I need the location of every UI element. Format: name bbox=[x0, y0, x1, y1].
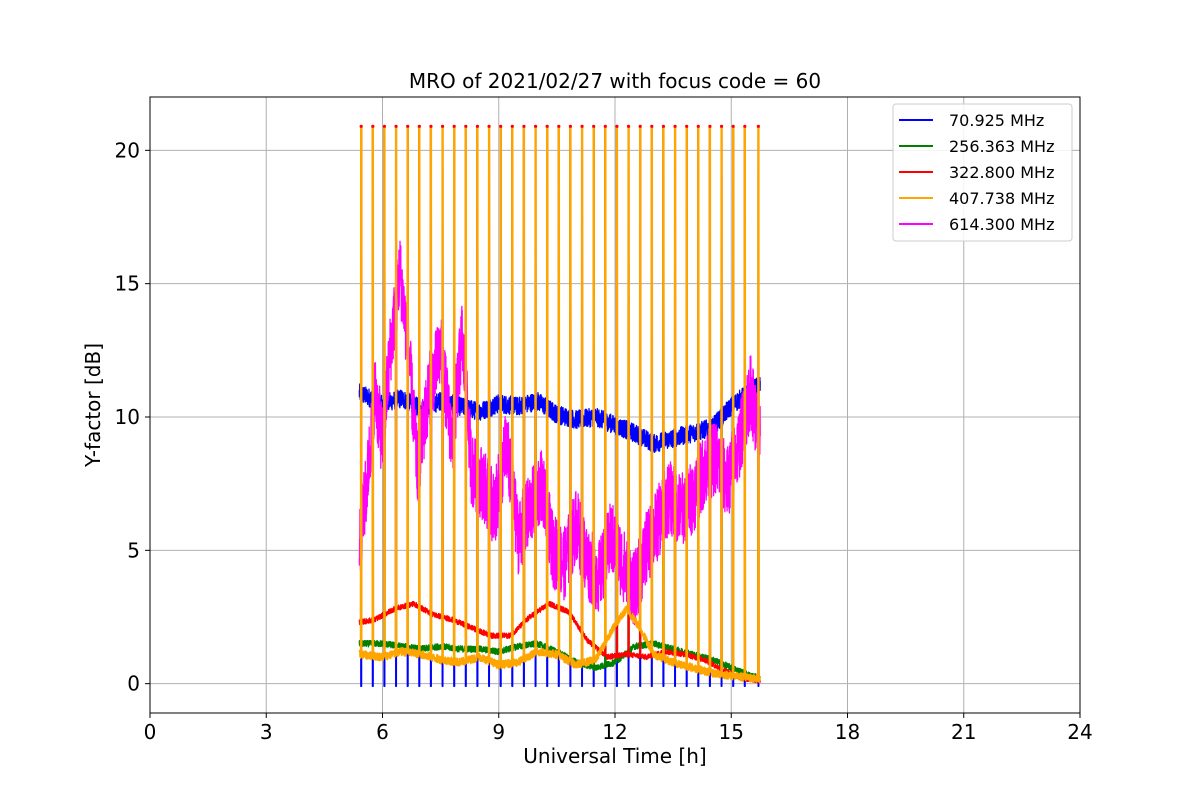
spike-tip-marker bbox=[533, 124, 538, 128]
y-tick-label: 15 bbox=[115, 272, 140, 296]
spike-tip-marker bbox=[603, 124, 607, 128]
x-tick-label: 24 bbox=[1067, 720, 1092, 744]
x-tick-label: 15 bbox=[719, 720, 744, 744]
x-tick-label: 21 bbox=[951, 720, 976, 744]
spike-tip-marker bbox=[696, 124, 700, 128]
x-tick-label: 9 bbox=[492, 720, 505, 744]
legend-label: 407.738 MHz bbox=[949, 189, 1054, 208]
tick-layer: 0 3 6 9 12 15 18 21 24 0 5 10 15 20 bbox=[115, 138, 1093, 744]
y-tick-label: 0 bbox=[127, 672, 140, 696]
spike-tip-marker bbox=[756, 124, 760, 128]
y-tick-label: 5 bbox=[127, 538, 140, 562]
x-tick-label: 3 bbox=[260, 720, 273, 744]
spike-tip-marker bbox=[685, 124, 689, 128]
spike-tip-marker bbox=[626, 124, 631, 128]
y-tick-label: 20 bbox=[115, 138, 140, 162]
spike-tip-marker bbox=[719, 124, 724, 128]
spike-tip-marker bbox=[382, 124, 387, 128]
x-tick-label: 6 bbox=[376, 720, 389, 744]
spike-tip-marker bbox=[429, 124, 433, 128]
legend: 70.925 MHz 256.363 MHz 322.800 MHz 407.738 … bbox=[892, 103, 1073, 242]
spike-tip-marker bbox=[394, 124, 398, 128]
spike-tip-marker bbox=[673, 124, 677, 128]
spike-tip-marker bbox=[417, 124, 421, 128]
legend-label: 70.925 MHz bbox=[949, 111, 1044, 130]
spike-tip-marker bbox=[743, 124, 747, 128]
series-layer bbox=[358, 124, 761, 687]
legend-label: 614.300 MHz bbox=[949, 215, 1054, 234]
spike-tip-marker bbox=[499, 124, 503, 128]
spike-tip-marker bbox=[580, 124, 584, 128]
spike-tip-marker bbox=[510, 124, 514, 128]
legend-label: 256.363 MHz bbox=[949, 137, 1054, 156]
y-axis-label: Y-factor [dB] bbox=[81, 343, 105, 468]
spike-tip-marker bbox=[464, 124, 468, 128]
legend-box bbox=[892, 103, 1073, 242]
chart-title: MRO of 2021/02/27 with focus code = 60 bbox=[409, 69, 821, 93]
x-tick-label: 18 bbox=[835, 720, 860, 744]
spike-tip-marker bbox=[731, 124, 735, 128]
spike-tip-marker bbox=[406, 124, 410, 128]
x-tick-label: 12 bbox=[602, 720, 627, 744]
spike-tip-marker bbox=[522, 124, 526, 128]
spike-tip-marker bbox=[545, 124, 549, 128]
x-tick-label: 0 bbox=[144, 720, 157, 744]
spike-tip-marker bbox=[650, 124, 654, 128]
legend-items: 70.925 MHz 256.363 MHz 322.800 MHz 407.738 … bbox=[899, 111, 1054, 234]
spike-tip-marker bbox=[487, 124, 491, 128]
x-axis-label: Universal Time [h] bbox=[523, 744, 706, 768]
spike-tip-marker bbox=[638, 124, 642, 128]
spike-tip-marker bbox=[371, 124, 375, 128]
spike-tip-marker bbox=[592, 124, 596, 128]
series-line-407-738-mhz bbox=[358, 125, 761, 684]
spike-tip-marker bbox=[557, 124, 561, 128]
spike-tip-marker bbox=[452, 124, 456, 128]
spike-tip-marker bbox=[475, 124, 480, 128]
spike-tip-marker bbox=[568, 124, 573, 128]
spike-tip-marker bbox=[661, 124, 666, 128]
legend-label: 322.800 MHz bbox=[949, 163, 1054, 182]
spike-tip-marker bbox=[615, 124, 619, 128]
spike-tip-marker bbox=[359, 124, 363, 128]
spike-tip-marker bbox=[440, 124, 445, 128]
spike-tip-marker bbox=[708, 124, 712, 128]
y-tick-label: 10 bbox=[115, 405, 140, 429]
